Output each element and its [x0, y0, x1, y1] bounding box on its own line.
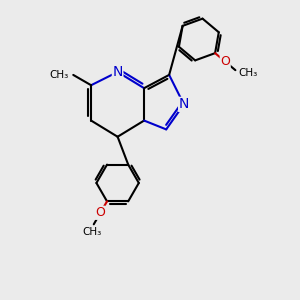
Text: O: O [95, 206, 105, 219]
Text: CH₃: CH₃ [239, 68, 258, 78]
Text: O: O [220, 55, 230, 68]
Text: CH₃: CH₃ [50, 70, 69, 80]
Text: N: N [179, 98, 189, 111]
Text: CH₃: CH₃ [83, 227, 102, 237]
Text: N: N [112, 65, 123, 79]
